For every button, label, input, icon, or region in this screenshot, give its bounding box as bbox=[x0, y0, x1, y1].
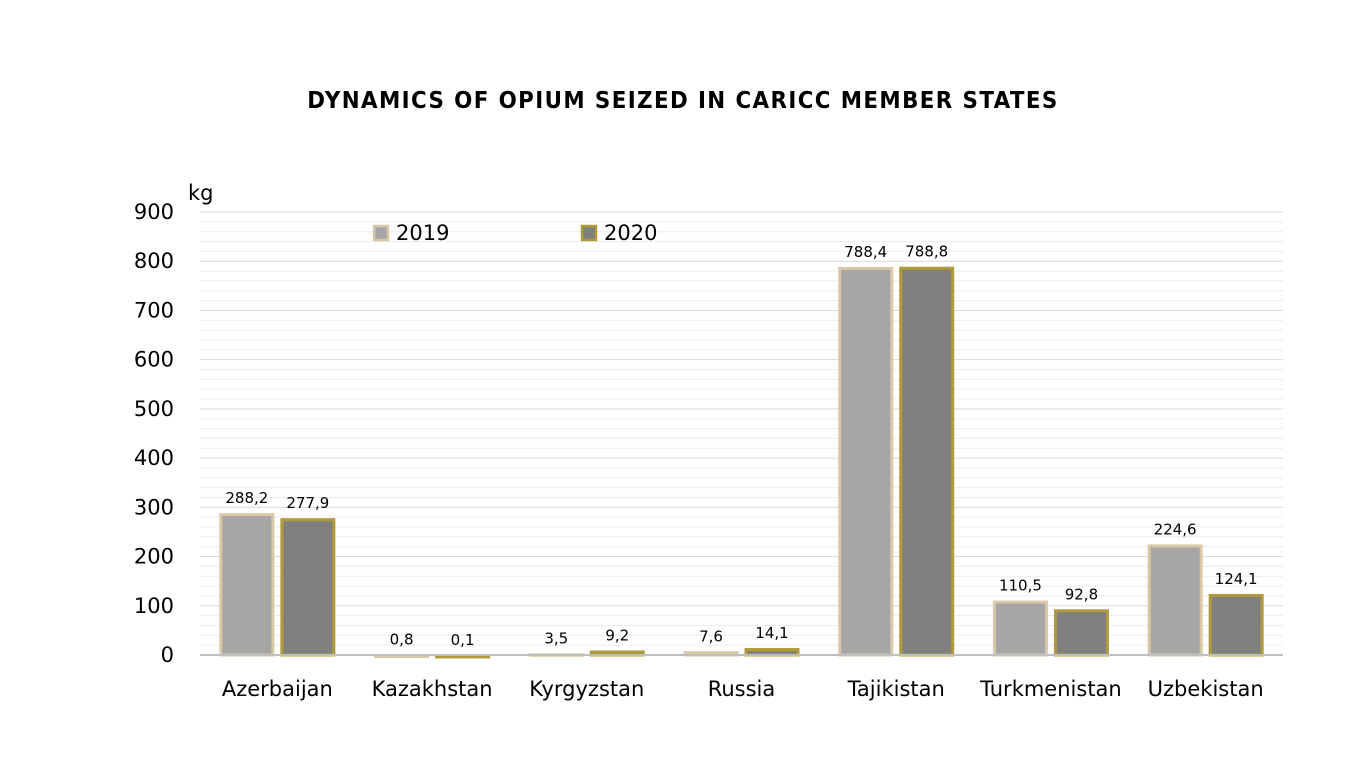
data-label: 0,1 bbox=[451, 631, 475, 649]
x-tick-label: Russia bbox=[708, 677, 776, 701]
legend-swatch-2019 bbox=[372, 224, 390, 242]
data-label: 3,5 bbox=[544, 629, 568, 647]
bar-2020 bbox=[1053, 609, 1109, 657]
x-tick-label: Kazakhstan bbox=[372, 677, 493, 701]
y-tick-label: 500 bbox=[134, 397, 174, 421]
data-label: 288,2 bbox=[225, 489, 268, 507]
data-label: 224,6 bbox=[1154, 520, 1197, 538]
data-label: 7,6 bbox=[699, 627, 723, 645]
x-tick-label: Tajikistan bbox=[847, 677, 945, 701]
y-tick-label: 200 bbox=[134, 545, 174, 569]
y-tick-label: 600 bbox=[134, 348, 174, 372]
legend-label: 2019 bbox=[396, 221, 449, 245]
bar-2019 bbox=[992, 600, 1048, 657]
data-label: 277,9 bbox=[286, 494, 329, 512]
data-label: 9,2 bbox=[605, 626, 629, 644]
x-tick-label: Azerbaijan bbox=[222, 677, 333, 701]
chart-title: DYNAMICS OF OPIUM SEIZED IN CARICC MEMBE… bbox=[307, 88, 1059, 114]
y-tick-label: 800 bbox=[134, 249, 174, 273]
bar-2020 bbox=[435, 654, 491, 659]
bar-2020 bbox=[899, 266, 955, 657]
y-axis-unit-label: kg bbox=[188, 181, 214, 205]
y-tick-label: 700 bbox=[134, 298, 174, 322]
bar-2020 bbox=[1208, 593, 1264, 657]
y-tick-label: 400 bbox=[134, 446, 174, 470]
legend-label: 2020 bbox=[604, 221, 657, 245]
bar-2019 bbox=[374, 654, 430, 659]
bar-2019 bbox=[219, 513, 275, 657]
legend-swatch-2020 bbox=[580, 224, 598, 242]
data-label: 788,4 bbox=[844, 243, 887, 261]
x-tick-label: Uzbekistan bbox=[1148, 677, 1264, 701]
data-label: 124,1 bbox=[1215, 570, 1258, 588]
data-label: 0,8 bbox=[390, 631, 414, 649]
data-label: 788,8 bbox=[905, 243, 948, 261]
x-tick-label: Kyrgyzstan bbox=[529, 677, 644, 701]
y-tick-label: 0 bbox=[161, 643, 174, 667]
bar-2019 bbox=[1147, 544, 1203, 657]
data-label: 14,1 bbox=[755, 624, 788, 642]
bar-2020 bbox=[280, 518, 336, 657]
data-label: 110,5 bbox=[999, 577, 1042, 595]
y-tick-label: 100 bbox=[134, 594, 174, 618]
y-tick-label: 900 bbox=[134, 200, 174, 224]
data-label: 92,8 bbox=[1065, 585, 1098, 603]
x-tick-label: Turkmenistan bbox=[979, 677, 1122, 701]
y-tick-label: 300 bbox=[134, 495, 174, 519]
bar-2019 bbox=[838, 266, 894, 657]
